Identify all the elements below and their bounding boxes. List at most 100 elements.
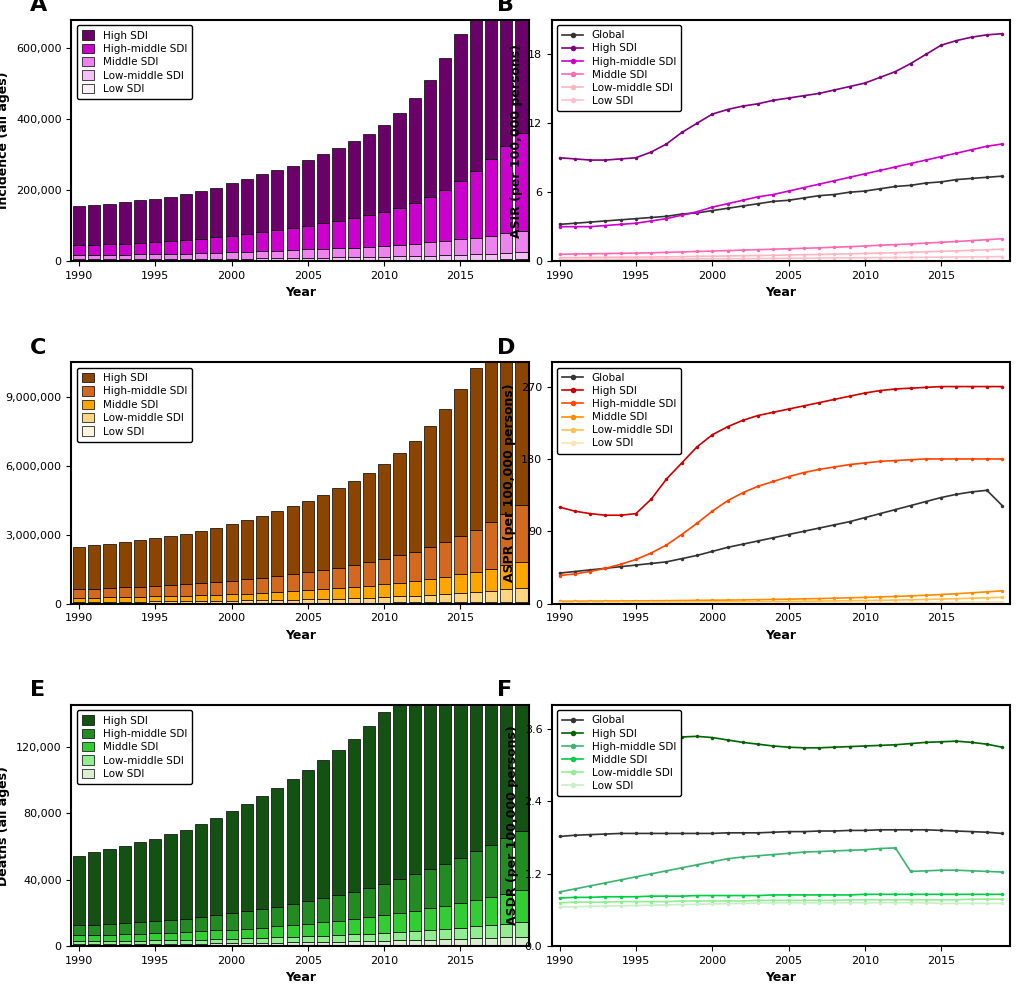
High-middle SDI (827, 174, 840, 186)
Bar (88, 924, 100, 935)
Global (950, 488, 962, 500)
Bar (133, 540, 146, 587)
Low-middle SDI (843, 893, 855, 905)
Bar (332, 257, 344, 260)
Bar (286, 780, 299, 904)
Bar (179, 943, 192, 946)
Global (812, 189, 824, 201)
Middle SDI (569, 891, 581, 903)
Global (599, 563, 611, 575)
High-middle SDI (934, 865, 947, 876)
Bar (317, 599, 329, 603)
High SDI (614, 509, 627, 521)
Global (766, 195, 779, 207)
High SDI (659, 473, 672, 485)
Bar (103, 924, 115, 934)
High SDI (812, 396, 824, 408)
Global (584, 829, 596, 841)
High-middle SDI (644, 547, 656, 559)
Bar (302, 249, 314, 258)
Middle SDI (720, 889, 733, 901)
High-middle SDI (965, 143, 977, 155)
Middle SDI (736, 594, 748, 606)
High-middle SDI (782, 185, 794, 197)
Y-axis label: ASDR (per 100,000 persons): ASDR (per 100,000 persons) (505, 726, 519, 925)
Global (980, 484, 993, 496)
Global (904, 824, 916, 836)
Global (614, 561, 627, 573)
High SDI (644, 493, 656, 505)
Low-middle SDI (614, 895, 627, 907)
Middle SDI (705, 889, 717, 901)
Global (569, 217, 581, 229)
High SDI (736, 736, 748, 748)
High SDI (934, 39, 947, 51)
Low SDI (614, 598, 627, 610)
Low-middle SDI (629, 597, 641, 609)
Bar (179, 830, 192, 918)
Bar (133, 922, 146, 934)
Low-middle SDI (873, 893, 886, 905)
Low SDI (766, 252, 779, 264)
Low-middle SDI (965, 244, 977, 256)
Bar (484, 236, 496, 254)
Low-middle SDI (553, 252, 566, 264)
Bar (210, 595, 222, 601)
High-middle SDI (720, 853, 733, 865)
Bar (499, 838, 512, 893)
Bar (317, 570, 329, 590)
Bar (118, 846, 130, 923)
Bar (347, 891, 360, 919)
X-axis label: Year: Year (284, 971, 316, 984)
Bar (271, 937, 283, 942)
Bar (378, 257, 390, 260)
Global (720, 542, 733, 554)
Global (690, 207, 702, 219)
Low SDI (782, 896, 794, 908)
Bar (469, 623, 481, 852)
Bar (149, 940, 161, 944)
Middle SDI (827, 241, 840, 253)
Global (720, 827, 733, 839)
High-middle SDI (584, 221, 596, 233)
High-middle SDI (614, 559, 627, 571)
Low-middle SDI (797, 596, 809, 608)
High SDI (705, 109, 717, 121)
Bar (439, 260, 450, 261)
High SDI (950, 380, 962, 392)
Bar (302, 258, 314, 260)
Bar (133, 934, 146, 940)
Bar (409, 552, 421, 581)
Bar (149, 933, 161, 940)
Bar (179, 585, 192, 596)
Low-middle SDI (766, 894, 779, 906)
Bar (103, 244, 115, 255)
Bar (88, 941, 100, 944)
Text: E: E (31, 680, 45, 700)
Bar (409, 910, 421, 931)
High-middle SDI (736, 487, 748, 499)
Low-middle SDI (873, 595, 886, 607)
Bar (363, 933, 375, 941)
Bar (393, 698, 406, 879)
Bar (424, 579, 436, 595)
Global (858, 825, 870, 837)
Global (766, 532, 779, 544)
Low-middle SDI (659, 895, 672, 907)
High-middle SDI (889, 454, 901, 466)
Bar (103, 941, 115, 944)
High SDI (904, 58, 916, 70)
Low-middle SDI (965, 893, 977, 905)
High SDI (980, 738, 993, 750)
Global (919, 177, 931, 189)
Global (659, 556, 672, 568)
Bar (515, 598, 527, 831)
Low-middle SDI (996, 592, 1008, 604)
Low SDI (919, 896, 931, 908)
Bar (302, 226, 314, 249)
Low SDI (553, 253, 566, 265)
Low SDI (690, 898, 702, 910)
Low SDI (751, 253, 763, 265)
Bar (515, 133, 527, 231)
Bar (409, 874, 421, 910)
